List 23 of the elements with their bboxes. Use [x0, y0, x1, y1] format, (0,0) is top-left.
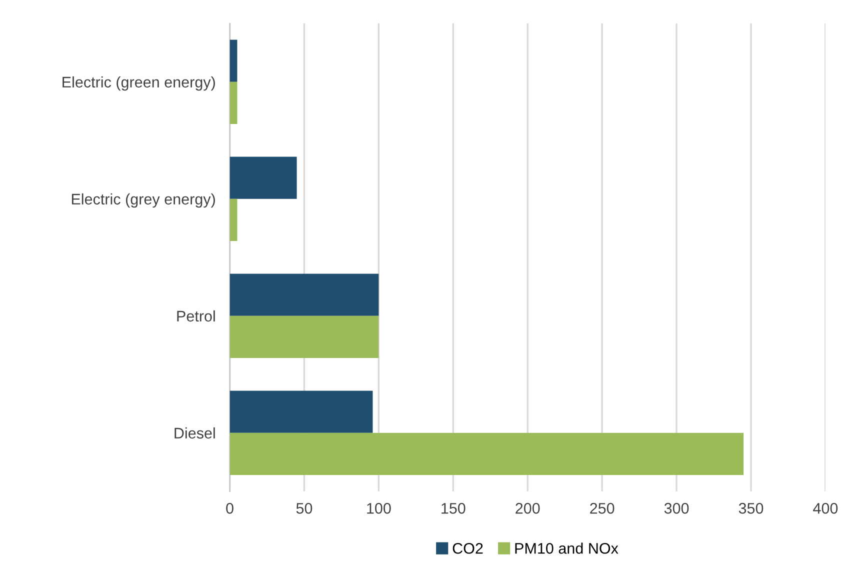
x-tick-label: 250	[590, 502, 614, 514]
bar	[230, 198, 238, 242]
y-tick-label: Petrol	[177, 310, 215, 322]
y-tick-label: Diesel	[174, 427, 215, 439]
x-tick-label: 50	[296, 502, 312, 514]
x-tick-label: 300	[664, 502, 689, 514]
x-tick-label: 150	[442, 502, 466, 514]
x-tick-label: 100	[367, 502, 391, 514]
x-tick-label: 350	[738, 502, 764, 514]
x-tick-label: 0	[226, 502, 234, 514]
bar	[230, 40, 238, 82]
x-tick-label: 200	[516, 502, 540, 514]
x-tick-label: 400	[813, 502, 838, 514]
bar	[230, 82, 238, 124]
bar	[230, 432, 744, 476]
y-tick-label: Electric (grey energy)	[72, 193, 215, 208]
y-tick-label: Electric (green energy)	[62, 76, 215, 91]
bar	[230, 316, 379, 358]
bar	[230, 390, 373, 433]
legend-label: CO2	[452, 542, 483, 554]
bar	[230, 156, 297, 199]
legend-label: PM10 and NOx	[515, 542, 618, 554]
bar	[230, 274, 379, 316]
